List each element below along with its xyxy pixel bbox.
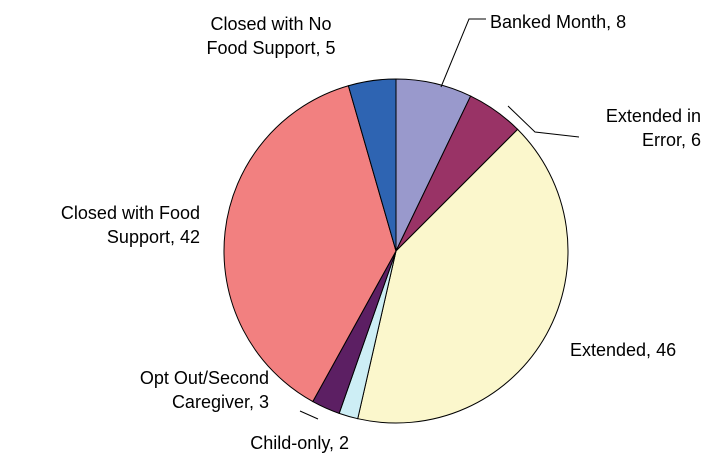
leader-line-opt-out-second-caregiver [299, 410, 319, 420]
slice-label-line: Closed with Food [61, 203, 200, 223]
slice-label-line: Opt Out/Second [140, 368, 269, 388]
slice-label-line: Extended in [606, 106, 701, 126]
slice-label-extended-in-error: Extended in Error, 6 [606, 106, 701, 150]
pie-slices [223, 78, 569, 424]
slice-label-banked-month: Banked Month, 8 [490, 12, 626, 32]
slice-label-extended: Extended, 46 [570, 340, 676, 360]
leader-line-extended-in-error [507, 105, 580, 138]
pie-slice-closed-with-no-food-support [347, 78, 397, 252]
slice-label-line: Support, 42 [107, 227, 200, 247]
leader-lines [299, 18, 580, 420]
slice-label-opt-out-second-caregiver: Opt Out/Second Caregiver, 3 [140, 368, 269, 412]
slice-label-line: Extended, 46 [570, 340, 676, 360]
pie-slice-extended [357, 128, 569, 424]
slice-label-line: Error, 6 [642, 130, 701, 150]
slice-label-line: Banked Month, 8 [490, 12, 626, 32]
slice-label-line: Caregiver, 3 [172, 392, 269, 412]
slice-label-line: Child-only, 2 [250, 433, 349, 453]
slice-label-child-only: Child-only, 2 [250, 433, 349, 453]
pie-slice-closed-with-food-support [223, 85, 397, 403]
slice-label-closed-with-food-support: Closed with Food Support, 42 [61, 203, 200, 247]
slice-label-line: Food Support, 5 [206, 38, 335, 58]
slice-label-closed-with-no-food-support: Closed with No Food Support, 5 [206, 14, 335, 58]
leader-line-banked-month [440, 18, 486, 88]
slice-label-line: Closed with No [210, 14, 331, 34]
